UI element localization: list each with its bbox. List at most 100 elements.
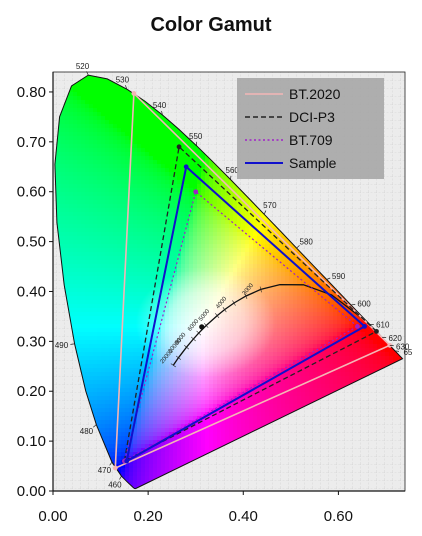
color-cell — [221, 228, 226, 233]
color-cell — [197, 256, 202, 261]
color-cell — [185, 432, 190, 437]
color-cell — [61, 224, 66, 229]
color-cell — [145, 220, 150, 225]
color-cell — [169, 196, 174, 201]
color-cell — [149, 156, 154, 161]
color-cell — [125, 420, 130, 425]
color-cell — [165, 184, 170, 189]
color-cell — [101, 396, 106, 401]
color-cell — [209, 232, 214, 237]
color-cell — [141, 364, 146, 369]
color-cell — [141, 184, 146, 189]
color-cell — [209, 192, 214, 197]
color-cell — [165, 368, 170, 373]
color-cell — [165, 136, 170, 141]
color-cell — [161, 468, 166, 473]
color-cell — [169, 212, 174, 217]
color-cell — [213, 216, 218, 221]
color-cell — [113, 196, 118, 201]
color-cell — [65, 204, 70, 209]
color-cell — [109, 128, 114, 133]
color-cell — [173, 412, 178, 417]
color-cell — [105, 428, 110, 433]
color-cell — [101, 104, 106, 109]
color-cell — [149, 200, 154, 205]
color-cell — [121, 348, 126, 353]
color-cell — [173, 260, 178, 265]
color-cell — [93, 376, 98, 381]
color-cell — [121, 340, 126, 345]
color-cell — [65, 236, 70, 241]
color-cell — [141, 432, 146, 437]
color-cell — [109, 408, 114, 413]
color-cell — [73, 188, 78, 193]
color-cell — [181, 168, 186, 173]
color-cell — [133, 240, 138, 245]
color-cell — [89, 360, 94, 365]
color-cell — [73, 248, 78, 253]
color-cell — [133, 184, 138, 189]
color-cell — [161, 224, 166, 229]
color-cell — [97, 324, 102, 329]
color-cell — [145, 464, 150, 469]
color-cell — [113, 356, 118, 361]
color-cell — [65, 116, 70, 121]
color-cell — [165, 392, 170, 397]
color-cell — [129, 92, 134, 97]
color-cell — [161, 460, 166, 465]
color-cell — [185, 412, 190, 417]
color-cell — [61, 156, 66, 161]
color-cell — [105, 312, 110, 317]
color-cell — [165, 448, 170, 453]
color-cell — [97, 364, 102, 369]
color-cell — [101, 132, 106, 137]
color-cell — [117, 452, 122, 457]
color-cell — [225, 380, 230, 385]
color-cell — [77, 296, 82, 301]
color-cell — [73, 336, 78, 341]
color-cell — [73, 172, 78, 177]
color-cell — [133, 392, 138, 397]
color-cell — [189, 160, 194, 165]
color-cell — [221, 216, 226, 221]
color-cell — [89, 160, 94, 165]
color-cell — [125, 296, 130, 301]
color-cell — [81, 348, 86, 353]
color-cell — [129, 196, 134, 201]
color-cell — [141, 208, 146, 213]
color-cell — [137, 116, 142, 121]
color-cell — [73, 224, 78, 229]
color-cell — [157, 156, 162, 161]
color-cell — [69, 260, 74, 265]
color-cell — [189, 180, 194, 185]
color-cell — [177, 132, 182, 137]
color-cell — [153, 476, 158, 481]
color-cell — [241, 232, 246, 237]
color-cell — [177, 260, 182, 265]
color-cell — [69, 312, 74, 317]
color-cell — [237, 388, 242, 393]
color-cell — [113, 84, 118, 89]
color-cell — [177, 248, 182, 253]
color-cell — [69, 192, 74, 197]
color-cell — [149, 400, 154, 405]
color-cell — [61, 192, 66, 197]
color-cell — [109, 92, 114, 97]
color-cell — [217, 392, 222, 397]
color-cell — [105, 260, 110, 265]
color-cell — [97, 136, 102, 141]
color-cell — [101, 212, 106, 217]
color-cell — [85, 204, 90, 209]
color-cell — [105, 188, 110, 193]
color-cell — [129, 312, 134, 317]
color-cell — [213, 188, 218, 193]
color-cell — [153, 424, 158, 429]
color-cell — [149, 128, 154, 133]
color-cell — [117, 288, 122, 293]
color-cell — [201, 244, 206, 249]
color-cell — [89, 356, 94, 361]
color-cell — [97, 256, 102, 261]
color-cell — [65, 132, 70, 137]
color-cell — [77, 224, 82, 229]
color-cell — [97, 248, 102, 253]
